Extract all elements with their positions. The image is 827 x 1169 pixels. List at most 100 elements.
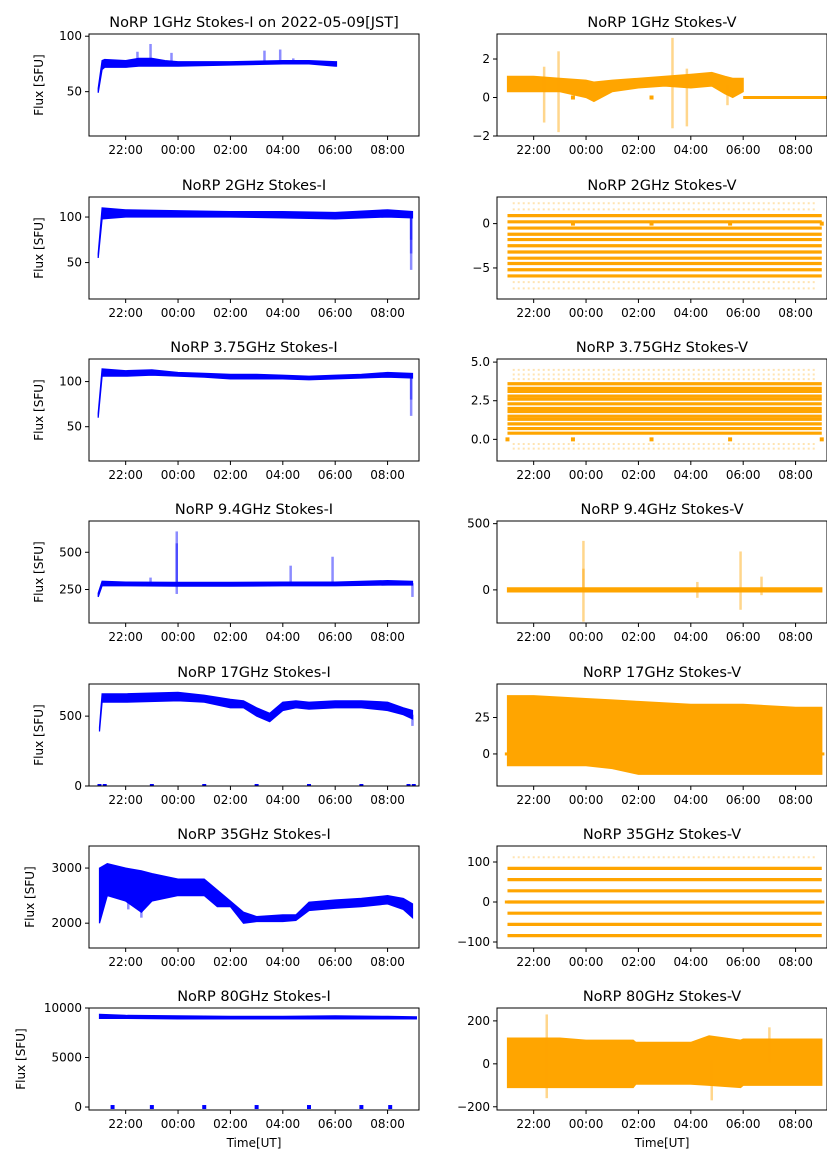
x-tick-label: 00:00 (569, 1117, 604, 1131)
data-band (97, 207, 414, 259)
x-tick-label: 04:00 (674, 1117, 709, 1131)
zero-marker (406, 784, 411, 786)
y-tick-label: −200 (457, 1100, 490, 1114)
x-tick-label: 00:00 (161, 468, 196, 482)
y-axis-label: Flux [SFU] (23, 866, 37, 927)
x-tick-label: 22:00 (108, 630, 143, 644)
x-tick-label: 22:00 (516, 793, 551, 807)
data-band (506, 587, 823, 593)
zero-marker (570, 437, 575, 442)
subplot-title: NoRP 2GHz Stokes-I (182, 178, 326, 194)
y-tick-label: 0 (74, 1100, 82, 1114)
x-tick-label: 08:00 (778, 143, 813, 157)
subplot-title: NoRP 3.75GHz Stokes-V (576, 340, 748, 356)
subplot-stokes-i-4: 0 500 22:00 00:00 02:00 04:00 06:00 08:00 NoRP 1… (32, 665, 420, 807)
y-tick-label: 100 (59, 210, 82, 224)
x-tick-label: 22:00 (108, 468, 143, 482)
subplot-title: NoRP 9.4GHz Stokes-I (175, 502, 333, 518)
y-tick-label: 0 (482, 1057, 490, 1071)
plot-area (507, 202, 824, 290)
x-tick-label: 04:00 (266, 468, 301, 482)
plot-area (97, 207, 414, 270)
y-axis-label: Flux [SFU] (32, 704, 46, 765)
subplot-title: NoRP 80GHz Stokes-I (177, 989, 331, 1005)
y-tick-label: 5.0 (471, 355, 490, 369)
subplot-title: NoRP 35GHz Stokes-V (583, 827, 741, 843)
zero-marker (570, 95, 575, 100)
axes-frame (88, 358, 420, 462)
y-tick-label: 0 (482, 217, 490, 231)
x-tick-label: 04:00 (674, 468, 709, 482)
subplot-title: NoRP 1GHz Stokes-V (587, 15, 736, 31)
x-tick-label: 02:00 (213, 306, 248, 320)
plot-area (506, 540, 823, 622)
x-tick-label: 04:00 (266, 306, 301, 320)
data-band (98, 862, 414, 924)
subplot-title: NoRP 17GHz Stokes-I (177, 665, 331, 681)
y-tick-label: 50 (67, 420, 82, 434)
y-axis-label: Flux [SFU] (14, 1028, 28, 1089)
zero-marker (149, 1105, 154, 1110)
axes-frame (496, 520, 827, 624)
x-tick-label: 02:00 (213, 468, 248, 482)
subplot-stokes-v-2: 0.0 2.5 5.0 22:00 00:00 02:00 04:00 06:00 08:00 N… (471, 340, 827, 482)
axes-frame (88, 196, 420, 300)
x-tick-label: 04:00 (266, 1117, 301, 1131)
x-tick-label: 06:00 (318, 468, 353, 482)
plot-area (506, 1014, 823, 1101)
subplot-title: NoRP 1GHz Stokes-I on 2022-05-09[JST] (109, 15, 399, 31)
y-axis-label: Flux [SFU] (32, 379, 46, 440)
x-tick-label: 08:00 (778, 793, 813, 807)
x-tick-label: 06:00 (318, 955, 353, 969)
y-tick-label: 10000 (44, 1001, 82, 1015)
y-tick-label: −2 (472, 129, 490, 143)
y-tick-label: −5 (472, 261, 490, 275)
y-tick-label: 500 (467, 517, 490, 531)
y-tick-label: 0 (482, 583, 490, 597)
x-tick-label: 00:00 (161, 143, 196, 157)
zero-marker (728, 437, 733, 442)
plot-area (504, 695, 825, 775)
x-tick-label: 02:00 (621, 793, 656, 807)
zero-marker (202, 1105, 207, 1110)
x-tick-label: 00:00 (569, 793, 604, 807)
zero-marker (649, 437, 654, 442)
x-tick-label: 22:00 (516, 1117, 551, 1131)
x-tick-label: 04:00 (674, 955, 709, 969)
y-tick-label: 0 (74, 779, 82, 793)
x-tick-label: 08:00 (370, 143, 405, 157)
y-tick-label: 0.0 (471, 432, 490, 446)
axes-frame (88, 683, 420, 787)
zero-marker (202, 784, 207, 786)
y-axis-label: Flux [SFU] (32, 54, 46, 115)
subplot-stokes-v-3: 0 500 22:00 00:00 02:00 04:00 06:00 08:00 NoRP 9… (467, 502, 827, 644)
y-tick-label: 2.5 (471, 394, 490, 408)
zero-marker (254, 784, 259, 786)
x-tick-label: 06:00 (318, 306, 353, 320)
x-tick-label: 22:00 (108, 955, 143, 969)
x-tick-label: 08:00 (370, 1117, 405, 1131)
x-tick-label: 06:00 (726, 793, 761, 807)
x-tick-label: 04:00 (266, 955, 301, 969)
plot-area (97, 691, 416, 786)
x-tick-label: 04:00 (674, 630, 709, 644)
subplot-stokes-v-1: −5 0 22:00 00:00 02:00 04:00 06:00 08:00 NoRP 2G… (472, 178, 827, 320)
y-tick-label: 0 (482, 91, 490, 105)
x-tick-label: 08:00 (778, 306, 813, 320)
data-band (506, 695, 823, 775)
data-band (506, 71, 744, 103)
zero-marker (411, 784, 416, 786)
zero-marker (102, 784, 107, 786)
plot-area (97, 531, 414, 598)
data-band (506, 1035, 823, 1089)
x-tick-label: 06:00 (318, 1117, 353, 1131)
subplot-title: NoRP 17GHz Stokes-V (583, 665, 741, 681)
x-tick-label: 00:00 (161, 306, 196, 320)
x-tick-label: 00:00 (569, 143, 604, 157)
x-tick-label: 08:00 (778, 468, 813, 482)
y-tick-label: −100 (457, 935, 490, 949)
subplot-stokes-v-4: 0 25 22:00 00:00 02:00 04:00 06:00 08:00 NoRP 17… (475, 665, 827, 807)
x-tick-label: 02:00 (621, 306, 656, 320)
plot-area (506, 37, 827, 133)
x-tick-label: 02:00 (213, 1117, 248, 1131)
